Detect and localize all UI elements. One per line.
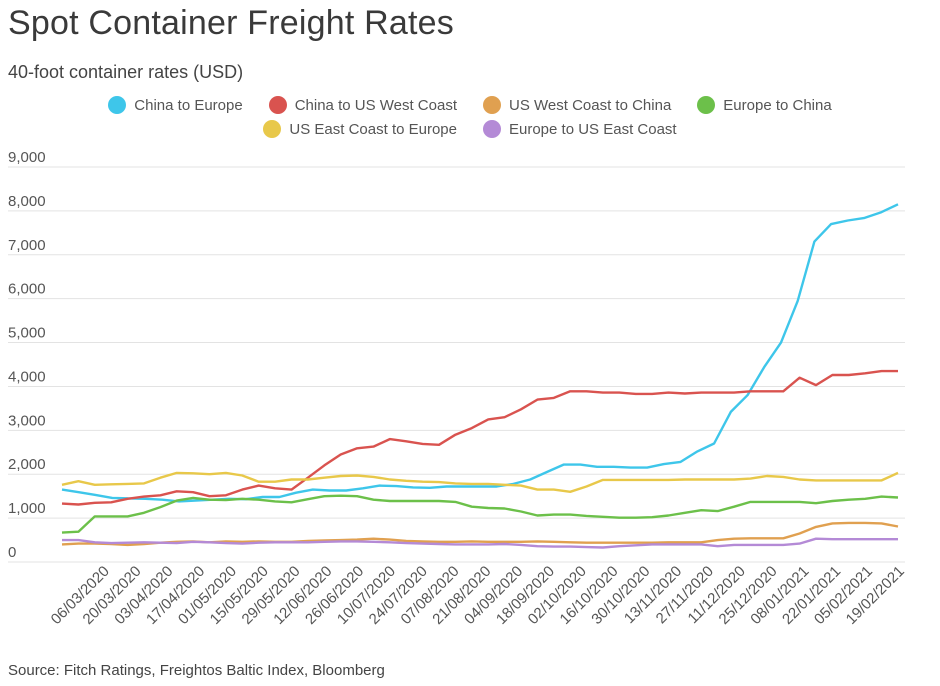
gridlines — [8, 166, 905, 563]
legend-item-us-east-coast-to-europe[interactable]: US East Coast to Europe — [263, 120, 457, 138]
chart-subtitle: 40-foot container rates (USD) — [8, 62, 244, 82]
y-tick-label: 1,000 — [8, 500, 46, 517]
series-line-us-east-coast-to-europe[interactable] — [61, 471, 899, 493]
legend-item-europe-to-china[interactable]: Europe to China — [697, 96, 832, 114]
legend-swatch-us-west-coast-to-china — [483, 96, 501, 114]
series-line-europe-to-us-east-coast[interactable] — [62, 537, 898, 549]
legend-swatch-us-east-coast-to-europe — [263, 120, 282, 138]
legend-item-europe-to-us-east-coast[interactable]: Europe to US East Coast — [483, 120, 677, 138]
source-note: Source: Fitch Ratings, Freightos Baltic … — [8, 662, 385, 679]
legend-item-china-to-us-west-coast[interactable]: China to US West Coast — [268, 96, 457, 114]
legend-swatch-europe-to-china — [697, 96, 716, 114]
legend-label: Europe to China — [723, 96, 832, 114]
y-axis-ticks: 0 1,000 2,000 3,000 4,000 5,000 6,000 7,000 8,00… — [8, 149, 46, 561]
legend-label: US West Coast to China — [509, 96, 672, 114]
x-axis-ticks: 06/03/202020/03/202003/04/202017/04/2020… — [48, 563, 908, 628]
legend-label: Europe to US East Coast — [509, 120, 677, 138]
y-tick-label: 0 — [8, 544, 16, 561]
legend-item-us-west-coast-to-china[interactable]: US West Coast to China — [483, 96, 671, 114]
y-tick-label: 3,000 — [8, 412, 46, 429]
series-line-china-to-europe[interactable] — [61, 203, 899, 503]
legend: China to Europe China to US West Coast U… — [0, 96, 940, 144]
legend-label: China to US West Coast — [294, 96, 457, 114]
y-tick-label: 2,000 — [8, 456, 46, 473]
legend-swatch-china-to-europe — [108, 96, 127, 114]
chart-title: Spot Container Freight Rates — [8, 4, 454, 42]
legend-label: US East Coast to Europe — [289, 120, 457, 138]
series-line-europe-to-china[interactable] — [61, 494, 899, 534]
legend-item-china-to-europe[interactable]: China to Europe — [108, 96, 243, 114]
series-line-china-to-us-west-coast[interactable] — [61, 369, 898, 506]
legend-swatch-china-to-us-west-coast — [268, 96, 287, 114]
legend-label: China to Europe — [134, 96, 243, 114]
y-tick-label: 7,000 — [8, 237, 46, 254]
y-tick-label: 5,000 — [8, 325, 46, 342]
y-tick-label: 6,000 — [8, 281, 46, 298]
y-tick-label: 9,000 — [8, 149, 46, 166]
series-lines — [61, 203, 899, 549]
y-tick-label: 8,000 — [8, 193, 46, 210]
y-tick-label: 4,000 — [8, 368, 46, 385]
line-chart: 0 1,000 2,000 3,000 4,000 5,000 6,000 7,000 8,00… — [8, 149, 908, 628]
legend-swatch-europe-to-us-east-coast — [483, 120, 501, 138]
